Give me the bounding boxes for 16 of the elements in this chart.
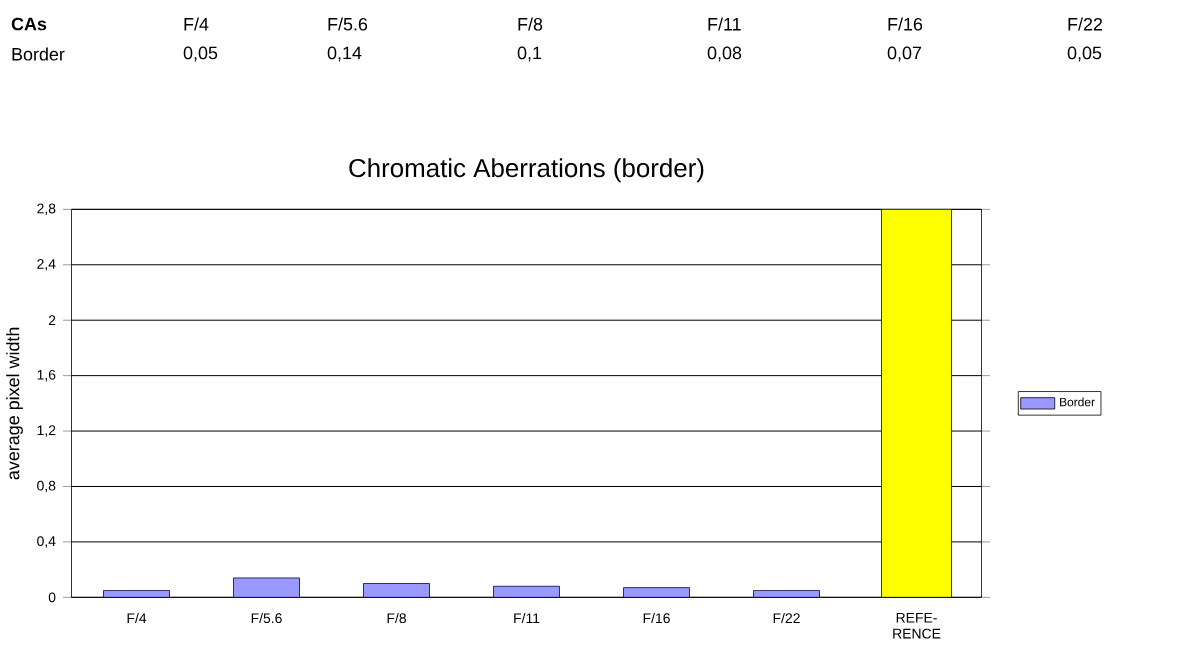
text: 0,05 (183, 46, 218, 62)
category-label: F/5.6 (328, 17, 368, 31)
text: 0,07 (887, 46, 922, 62)
text: 0,05 (1067, 46, 1102, 62)
text: 0,08 (707, 46, 742, 62)
chart-title: Chromatic Aberrations (border) (349, 158, 704, 183)
category-label: F/11 (708, 17, 741, 31)
text: CAs (11, 17, 47, 31)
text: Border (12, 47, 65, 61)
text: 0,14 (327, 46, 362, 62)
category-label: F/8 (518, 17, 543, 31)
y-axis-title: average pixel width (6, 327, 23, 480)
category-label: F/22 (1068, 17, 1103, 31)
text: 0,1 (517, 46, 542, 62)
category-label: F/16 (888, 17, 923, 31)
category-label: F/4 (184, 17, 209, 31)
